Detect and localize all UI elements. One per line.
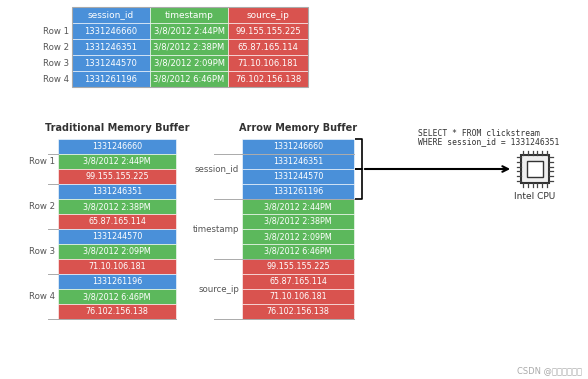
Text: 1331246660: 1331246660 (85, 27, 138, 36)
Text: 3/8/2012 2:44PM: 3/8/2012 2:44PM (83, 157, 151, 166)
Bar (527, 161, 543, 177)
Text: 99.155.155.225: 99.155.155.225 (266, 262, 330, 271)
Bar (58, 289, 176, 304)
Text: Row 3: Row 3 (29, 247, 55, 256)
Text: Intel CPU: Intel CPU (514, 192, 556, 201)
Text: 3/8/2012 6:46PM: 3/8/2012 6:46PM (264, 247, 332, 256)
Text: 1331246351: 1331246351 (273, 157, 323, 166)
Bar (72, 7, 150, 23)
Bar (150, 7, 228, 23)
Bar (521, 155, 549, 183)
Bar (58, 214, 176, 229)
Text: WHERE session_id = 1331246351: WHERE session_id = 1331246351 (418, 137, 559, 146)
Text: Row 1: Row 1 (43, 27, 69, 36)
Bar (58, 169, 176, 184)
Bar (58, 259, 176, 274)
Text: Row 3: Row 3 (43, 58, 69, 67)
Bar (242, 289, 354, 304)
Bar (242, 214, 354, 229)
Text: 1331261196: 1331261196 (85, 75, 138, 83)
Text: 65.87.165.114: 65.87.165.114 (238, 42, 299, 52)
Text: Arrow Memory Buffer: Arrow Memory Buffer (239, 123, 357, 133)
Bar (72, 71, 150, 87)
Text: 3/8/2012 6:46PM: 3/8/2012 6:46PM (83, 292, 151, 301)
Text: 3/8/2012 2:09PM: 3/8/2012 2:09PM (83, 247, 151, 256)
Bar (72, 23, 150, 39)
Bar (58, 229, 176, 244)
Bar (242, 139, 354, 154)
Text: 3/8/2012 2:44PM: 3/8/2012 2:44PM (153, 27, 225, 36)
Bar (242, 154, 354, 169)
Bar (228, 39, 308, 55)
Bar (242, 244, 354, 259)
Text: 1331246351: 1331246351 (92, 187, 142, 196)
Text: 1331261196: 1331261196 (273, 187, 323, 196)
Text: 1331246660: 1331246660 (92, 142, 142, 151)
Text: 3/8/2012 2:09PM: 3/8/2012 2:09PM (264, 232, 332, 241)
Bar (228, 71, 308, 87)
Bar (58, 304, 176, 319)
Text: 65.87.165.114: 65.87.165.114 (88, 217, 146, 226)
Bar (228, 7, 308, 23)
Text: timestamp: timestamp (192, 224, 239, 233)
Text: 76.102.156.138: 76.102.156.138 (266, 307, 329, 316)
Bar (228, 23, 308, 39)
Text: 3/8/2012 6:46PM: 3/8/2012 6:46PM (153, 75, 225, 83)
Bar (242, 274, 354, 289)
Text: 1331261196: 1331261196 (92, 277, 142, 286)
Text: Row 4: Row 4 (29, 292, 55, 301)
Text: Row 4: Row 4 (43, 75, 69, 83)
Text: 71.10.106.181: 71.10.106.181 (238, 58, 298, 67)
Bar (58, 184, 176, 199)
Text: 3/8/2012 2:09PM: 3/8/2012 2:09PM (153, 58, 225, 67)
Text: 1331244570: 1331244570 (92, 232, 142, 241)
Text: 65.87.165.114: 65.87.165.114 (269, 277, 327, 286)
Text: 1331246660: 1331246660 (273, 142, 323, 151)
Bar (72, 7, 308, 87)
Text: 76.102.156.138: 76.102.156.138 (235, 75, 301, 83)
Bar (72, 55, 150, 71)
Bar (228, 55, 308, 71)
Bar (72, 39, 150, 55)
Bar (150, 23, 228, 39)
Text: timestamp: timestamp (165, 11, 213, 19)
Text: 71.10.106.181: 71.10.106.181 (269, 292, 327, 301)
Bar (58, 199, 176, 214)
Text: Traditional Memory Buffer: Traditional Memory Buffer (45, 123, 189, 133)
Text: Row 2: Row 2 (43, 42, 69, 52)
Text: SELECT * FROM clickstream: SELECT * FROM clickstream (418, 129, 540, 138)
Text: session_id: session_id (88, 11, 134, 19)
Bar (58, 244, 176, 259)
Text: 99.155.155.225: 99.155.155.225 (235, 27, 301, 36)
Text: CSDN @一瓢一瓢的首: CSDN @一瓢一瓢的首 (517, 366, 582, 375)
Text: 1331246351: 1331246351 (85, 42, 138, 52)
Bar (58, 154, 176, 169)
Text: 3/8/2012 2:38PM: 3/8/2012 2:38PM (153, 42, 225, 52)
Text: 3/8/2012 2:38PM: 3/8/2012 2:38PM (83, 202, 151, 211)
Text: 99.155.155.225: 99.155.155.225 (85, 172, 149, 181)
Bar (58, 139, 176, 154)
Text: 1331244570: 1331244570 (273, 172, 323, 181)
Text: Row 2: Row 2 (29, 202, 55, 211)
Bar (242, 229, 354, 244)
Bar (242, 259, 354, 274)
Text: 76.102.156.138: 76.102.156.138 (86, 307, 148, 316)
Text: source_ip: source_ip (198, 285, 239, 293)
Text: 1331244570: 1331244570 (85, 58, 138, 67)
Bar (58, 274, 176, 289)
Text: source_ip: source_ip (246, 11, 289, 19)
Bar (242, 199, 354, 214)
Bar (242, 169, 354, 184)
Bar (242, 184, 354, 199)
Bar (150, 55, 228, 71)
Text: 3/8/2012 2:44PM: 3/8/2012 2:44PM (264, 202, 332, 211)
Bar (150, 39, 228, 55)
Bar (150, 71, 228, 87)
Text: 71.10.106.181: 71.10.106.181 (88, 262, 146, 271)
Bar (242, 304, 354, 319)
Text: 3/8/2012 2:38PM: 3/8/2012 2:38PM (264, 217, 332, 226)
Text: session_id: session_id (195, 164, 239, 174)
Text: Row 1: Row 1 (29, 157, 55, 166)
